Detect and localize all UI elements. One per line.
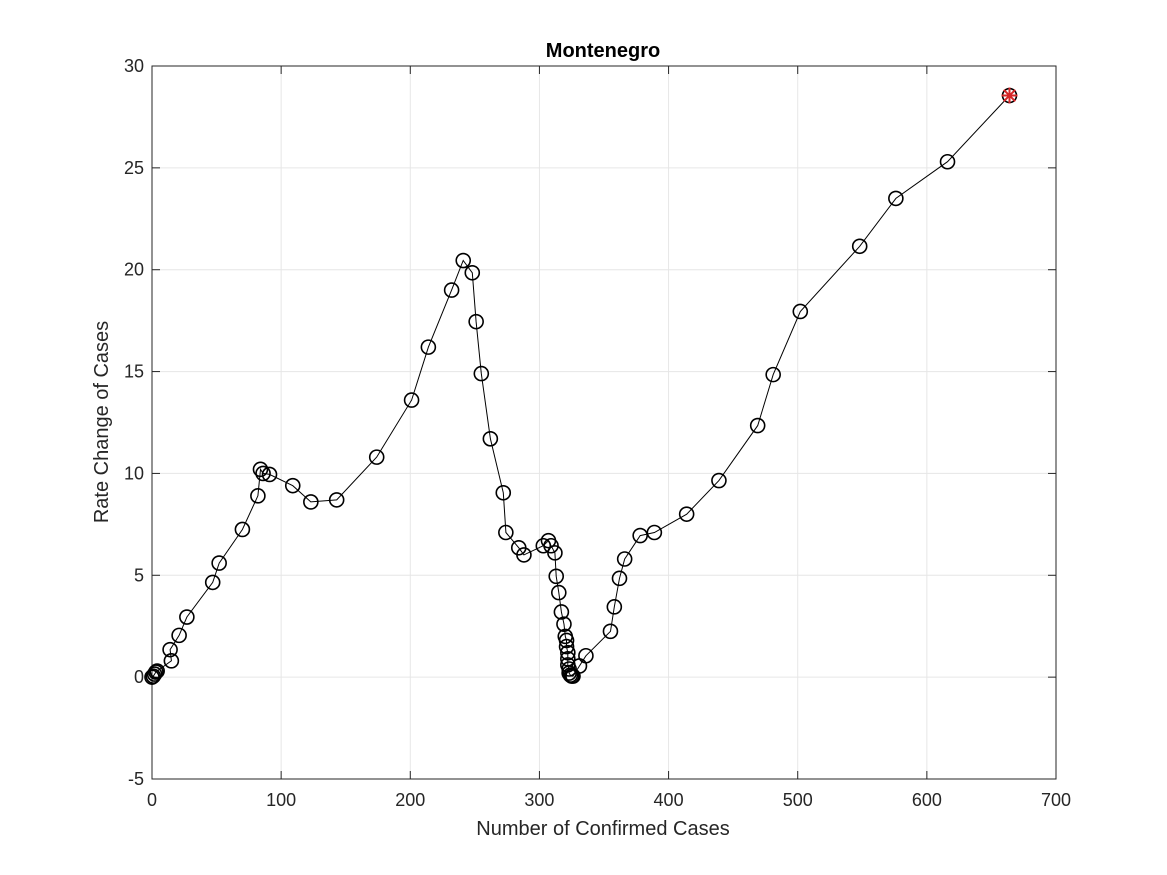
data-point — [179, 609, 195, 625]
data-point — [261, 466, 278, 483]
data-point — [420, 339, 437, 355]
data-point — [547, 545, 563, 561]
grid — [151, 65, 1057, 780]
data-point — [550, 584, 567, 601]
data-point — [146, 666, 163, 682]
y-tick-label: 20 — [124, 260, 144, 280]
y-tick-label: 15 — [124, 362, 144, 382]
series-line — [151, 95, 1010, 678]
y-tick-label: -5 — [128, 769, 144, 789]
data-point — [553, 604, 570, 620]
data-point — [560, 644, 576, 661]
data-point — [303, 494, 319, 510]
x-tick-label: 700 — [1041, 790, 1071, 810]
data-point — [149, 663, 165, 679]
chart-title: Montenegro — [546, 40, 660, 62]
data-point — [468, 313, 484, 330]
data-point — [939, 153, 956, 170]
data-point — [678, 506, 695, 522]
x-tick-label: 300 — [524, 790, 554, 810]
y-tick-label: 10 — [124, 463, 144, 483]
data-point — [250, 488, 266, 504]
data-point — [473, 365, 490, 382]
data-point — [578, 647, 594, 664]
y-tick-label: 30 — [124, 56, 144, 76]
data-point — [328, 492, 345, 508]
data-point — [888, 190, 904, 207]
data-point — [148, 664, 164, 680]
plot-border — [151, 65, 1057, 780]
data-point — [255, 465, 271, 482]
data-point — [498, 524, 514, 541]
data-point — [204, 574, 221, 591]
y-axis-label: Rate Change of Cases — [91, 321, 113, 523]
x-tick-label: 400 — [654, 790, 684, 810]
data-point — [632, 527, 648, 544]
data-point — [443, 282, 460, 298]
x-tick-label: 100 — [266, 790, 296, 810]
x-tick-label: 200 — [395, 790, 425, 810]
y-tick-label: 25 — [124, 158, 144, 178]
highlight-star-marker — [1001, 87, 1018, 104]
data-point — [482, 430, 499, 447]
x-tick-label: 600 — [912, 790, 942, 810]
data-point — [455, 252, 472, 269]
data-point — [616, 551, 633, 567]
x-tick-label: 500 — [783, 790, 813, 810]
data-point — [548, 568, 565, 585]
data-point — [558, 632, 575, 649]
data-point — [516, 547, 532, 563]
data-point — [284, 477, 301, 494]
data-point — [561, 665, 577, 681]
data-point — [611, 570, 628, 587]
data-point — [535, 537, 552, 554]
y-tick-label: 0 — [134, 667, 144, 687]
data-point — [646, 524, 663, 541]
data-point — [602, 623, 619, 640]
data-point — [749, 417, 766, 434]
data-point — [495, 484, 512, 501]
highlight — [1001, 87, 1018, 104]
x-tick-label: 0 — [147, 790, 157, 810]
data-point — [162, 641, 178, 658]
data-point — [368, 449, 385, 465]
data-point — [606, 599, 623, 615]
data-point — [711, 472, 727, 489]
data-point — [765, 366, 781, 383]
data-point — [234, 521, 251, 538]
data-point — [464, 264, 481, 281]
data-point — [163, 653, 180, 669]
data-point — [792, 303, 809, 320]
x-axis-label: Number of Confirmed Cases — [476, 818, 729, 840]
data-point — [171, 627, 187, 644]
data-point — [145, 668, 162, 684]
data-point — [252, 461, 269, 478]
data-point — [558, 638, 575, 655]
plot-frame — [151, 65, 1057, 780]
series — [144, 87, 1018, 685]
data-point — [556, 616, 572, 632]
data-point — [851, 238, 868, 255]
data-point — [403, 392, 420, 408]
data-point — [211, 555, 227, 571]
y-tick-label: 5 — [134, 565, 144, 585]
